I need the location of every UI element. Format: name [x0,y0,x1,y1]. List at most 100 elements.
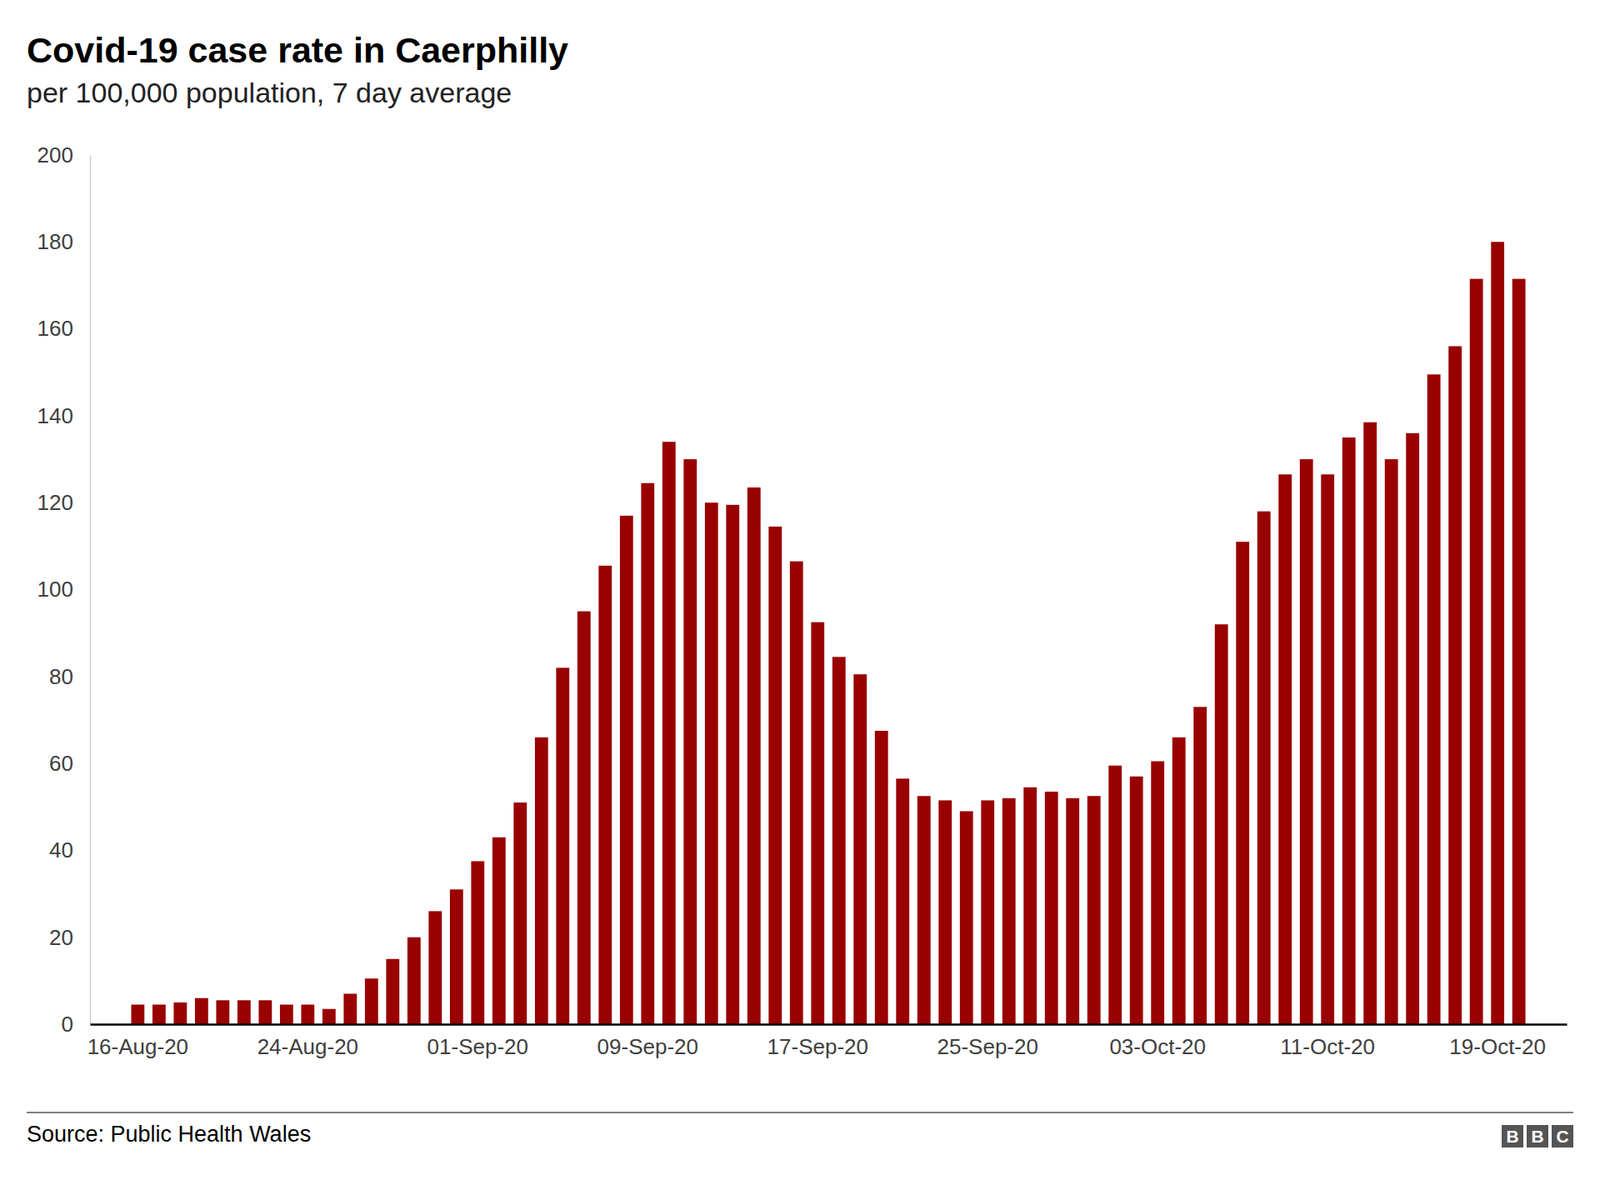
y-tick-label: 0 [61,1011,74,1037]
x-tick: 16-Aug-20 [87,1024,189,1060]
bar [790,561,804,1025]
bar [1215,624,1229,1025]
bar [938,800,952,1025]
logo-box [1501,1125,1524,1148]
x-tick-label: 09-Sep-20 [597,1034,699,1060]
y-tick: 100 [37,576,90,602]
bar [1002,798,1016,1025]
bar [1257,511,1271,1025]
logo: BBC [1501,1125,1574,1148]
x-tick-label: 17-Sep-20 [767,1034,869,1060]
y-tick-label: 100 [37,576,74,602]
bar [895,778,910,1025]
logo-text: BBC [1505,1126,1569,1146]
bar [280,1005,294,1025]
bar [300,1005,315,1025]
x-tick-label: 24-Aug-20 [257,1034,359,1060]
title: Covid-19 case rate in Caerphilly [26,30,569,70]
y-tick-label: 20 [49,925,74,950]
bar [1130,776,1144,1025]
bar [1448,345,1462,1025]
footer-rule [26,1111,1574,1113]
bar [1087,795,1101,1025]
bar [130,1005,145,1025]
bar [365,978,379,1025]
x-tick: 11-Oct-20 [1280,1024,1375,1060]
x-tick: 19-Oct-20 [1449,1024,1546,1060]
bar [917,795,931,1025]
y-tick-label: 40 [49,837,74,863]
x-tick: 01-Sep-20 [427,1024,529,1060]
bar [1193,706,1207,1025]
bar [1512,279,1526,1025]
x-tick: 25-Sep-20 [937,1024,1039,1060]
bar [705,502,719,1025]
bar [747,487,761,1025]
bar [450,889,464,1025]
bar [152,1005,166,1025]
x-axis-line [90,1023,1568,1026]
bar [470,860,485,1025]
x-tick: 03-Oct-20 [1109,1024,1206,1060]
y-tick: 200 [37,142,90,168]
bar [1342,437,1356,1025]
bar [980,800,995,1025]
bar [1470,279,1484,1025]
bar [662,441,676,1025]
bar [832,656,846,1025]
y-tick: 40 [49,837,90,863]
bar [555,667,570,1025]
bar [1278,474,1292,1025]
y-tick: 160 [37,315,90,341]
y-tick-label: 160 [37,315,74,341]
y-tick-label: 80 [49,664,74,690]
x-tick: 09-Sep-20 [597,1024,699,1060]
bar [725,505,740,1025]
source: Source: Public Health Wales [26,1121,311,1147]
bar [1363,422,1377,1025]
bar [1300,459,1314,1025]
bar [598,565,612,1025]
subtitle: per 100,000 population, 7 day average [26,76,512,109]
bar [173,1002,187,1025]
logo-box [1526,1125,1549,1148]
bar [343,993,357,1025]
bar [1427,374,1441,1025]
y-axis: 0 20 40 60 80 100 120 140 160 180 200 [37,142,91,1037]
bar [1172,737,1186,1025]
y-tick: 180 [37,229,90,255]
bar [1045,791,1059,1025]
x-tick-label: 11-Oct-20 [1280,1034,1375,1060]
bar [428,910,442,1025]
bar [1490,241,1505,1025]
y-axis-line [90,155,92,1025]
bar [577,611,591,1025]
bar [215,1000,230,1025]
x-tick-label: 25-Sep-20 [937,1034,1039,1060]
bar [492,837,506,1025]
bar [322,1009,336,1025]
x-axis: 16-Aug-20 24-Aug-20 01-Sep-20 09-Sep-20 17-S… [87,1024,1568,1060]
y-tick: 80 [49,664,90,690]
y-tick: 20 [49,925,90,950]
bar [385,959,400,1025]
bar [1320,474,1335,1025]
bar [640,483,655,1025]
bar [960,810,974,1025]
bar [1065,798,1080,1025]
bar [620,515,634,1025]
bar [1385,459,1399,1025]
bar [683,459,697,1025]
y-tick: 60 [49,750,90,776]
bar [237,1000,251,1025]
x-tick: 24-Aug-20 [257,1024,359,1060]
y-tick: 120 [37,490,90,515]
bar [258,1000,272,1025]
x-tick: 17-Sep-20 [767,1024,869,1060]
bar [875,730,889,1025]
y-tick-label: 180 [37,229,74,255]
y-tick: 140 [37,403,90,429]
bar [810,622,825,1025]
y-tick-label: 140 [37,403,74,429]
bar [768,526,782,1025]
